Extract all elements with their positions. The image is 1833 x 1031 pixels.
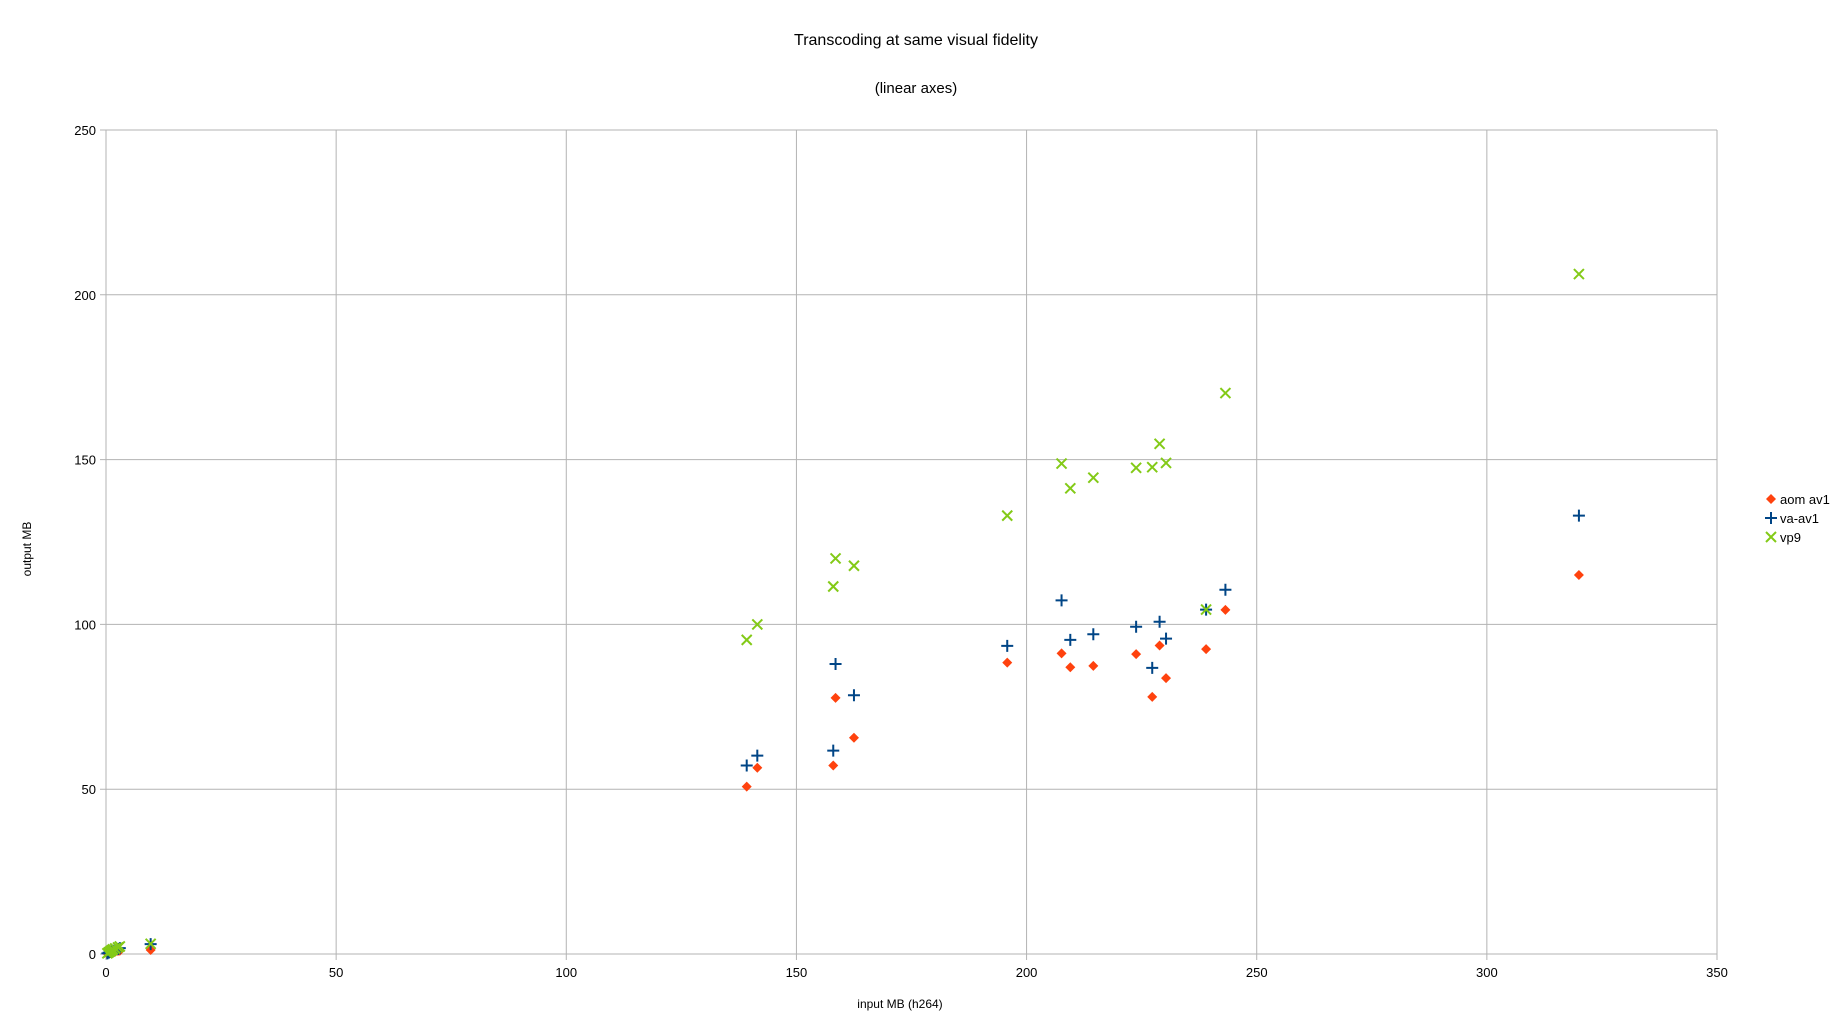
data-point bbox=[1154, 640, 1165, 651]
data-point bbox=[829, 657, 842, 670]
data-point bbox=[741, 781, 752, 792]
y-tick-label: 150 bbox=[74, 453, 96, 468]
x-tick-label: 0 bbox=[102, 965, 109, 980]
data-point bbox=[1146, 461, 1158, 473]
data-point bbox=[1146, 661, 1159, 674]
data-point bbox=[741, 634, 753, 646]
data-point bbox=[752, 762, 763, 773]
y-tick-label: 250 bbox=[74, 123, 96, 138]
x-tick-label: 100 bbox=[555, 965, 577, 980]
x-tick-label: 150 bbox=[786, 965, 808, 980]
data-point bbox=[144, 938, 157, 950]
series-aom-av1 bbox=[102, 569, 1584, 959]
data-point bbox=[1161, 673, 1172, 684]
data-point bbox=[848, 560, 860, 572]
data-point bbox=[1153, 615, 1166, 628]
series-vp9 bbox=[101, 268, 1585, 960]
data-point bbox=[1088, 660, 1099, 671]
data-point bbox=[1055, 594, 1068, 607]
data-point bbox=[1219, 583, 1232, 596]
chart-subtitle: (linear axes) bbox=[875, 80, 958, 97]
data-point bbox=[827, 744, 840, 757]
x-axis-label: input MB (h264) bbox=[857, 997, 942, 1011]
x-tick-label: 300 bbox=[1476, 965, 1498, 980]
data-point bbox=[1064, 633, 1077, 646]
data-point bbox=[1131, 649, 1142, 660]
chart-title: Transcoding at same visual fidelity bbox=[794, 32, 1038, 49]
y-tick-label: 50 bbox=[82, 782, 96, 797]
data-point bbox=[1130, 462, 1142, 474]
data-point bbox=[1200, 603, 1212, 616]
data-point bbox=[1153, 438, 1166, 450]
x-tick-label: 200 bbox=[1016, 965, 1038, 980]
data-point bbox=[1001, 509, 1013, 522]
data-point bbox=[1201, 644, 1212, 655]
legend-label: vp9 bbox=[1780, 530, 1801, 545]
data-point bbox=[848, 732, 859, 743]
data-point bbox=[1064, 482, 1077, 494]
data-point bbox=[1220, 604, 1231, 615]
data-point bbox=[828, 760, 839, 771]
y-axis-label: output MB bbox=[20, 522, 34, 577]
y-tick-label: 0 bbox=[89, 947, 96, 962]
legend-marker bbox=[1765, 531, 1777, 543]
data-point bbox=[1055, 457, 1068, 470]
data-point bbox=[114, 940, 126, 953]
x-tick-label: 350 bbox=[1706, 965, 1728, 980]
data-point bbox=[1219, 387, 1232, 399]
y-tick-label: 200 bbox=[74, 288, 96, 303]
x-tick-label: 250 bbox=[1246, 965, 1268, 980]
data-point bbox=[827, 580, 839, 593]
legend: aom av1 va-av1 vp9 bbox=[1765, 492, 1830, 545]
data-points bbox=[101, 268, 1585, 960]
data-point bbox=[740, 759, 753, 772]
data-point bbox=[830, 692, 841, 703]
data-point bbox=[1001, 639, 1014, 652]
y-tick-label: 100 bbox=[74, 617, 96, 632]
gridlines bbox=[100, 129, 1718, 960]
data-point bbox=[1087, 472, 1100, 484]
data-point bbox=[1160, 457, 1172, 469]
data-point bbox=[751, 618, 764, 631]
legend-item: va-av1 bbox=[1765, 511, 1819, 526]
legend-label: va-av1 bbox=[1780, 511, 1819, 526]
data-point bbox=[1573, 268, 1585, 280]
series-va-av1 bbox=[101, 509, 1585, 960]
data-point bbox=[1002, 657, 1013, 668]
data-point bbox=[829, 552, 842, 565]
data-point bbox=[1130, 620, 1143, 633]
legend-marker bbox=[1765, 512, 1777, 524]
data-point bbox=[847, 689, 860, 702]
legend-item: aom av1 bbox=[1766, 492, 1830, 507]
x-tick-label: 50 bbox=[329, 965, 343, 980]
legend-item: vp9 bbox=[1765, 530, 1801, 545]
data-point bbox=[1065, 662, 1076, 673]
data-point bbox=[1572, 509, 1585, 522]
tick-labels: 0 50 100 150 200 250 300 350 0 50 100 150 200 250 bbox=[74, 123, 1728, 980]
data-point bbox=[751, 749, 764, 762]
data-point bbox=[1147, 691, 1158, 702]
data-point bbox=[1056, 648, 1067, 659]
data-point bbox=[1087, 628, 1100, 641]
data-point bbox=[1160, 632, 1173, 645]
legend-label: aom av1 bbox=[1780, 492, 1830, 507]
data-point bbox=[1573, 569, 1584, 580]
legend-marker bbox=[1766, 494, 1776, 504]
